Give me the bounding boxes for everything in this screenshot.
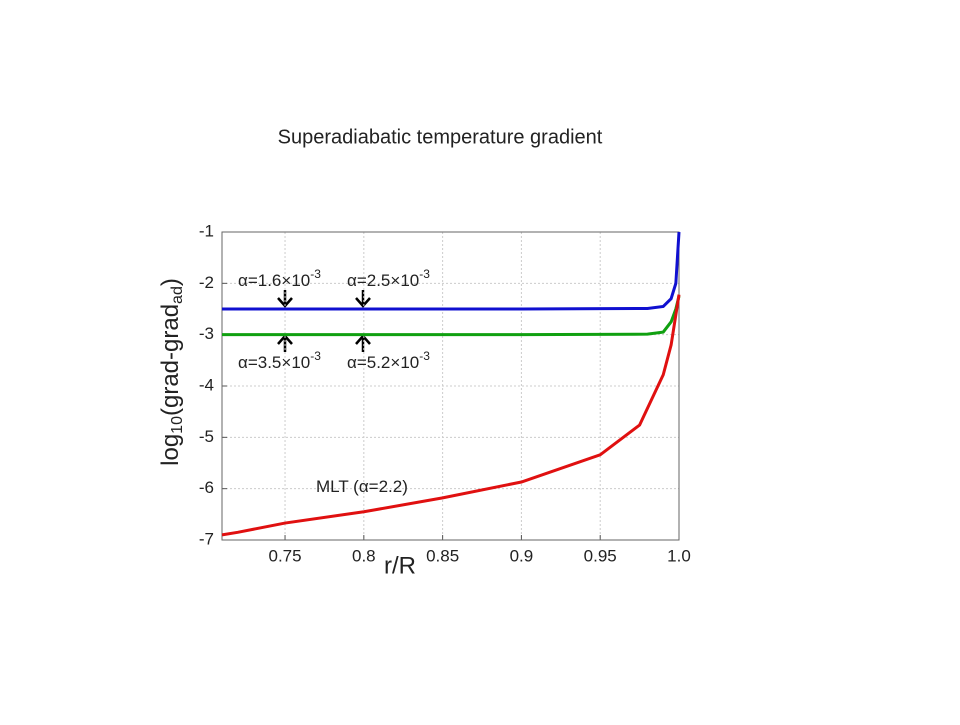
- line-series: [221, 294, 681, 537]
- y-tick-label: -3: [199, 324, 214, 343]
- y-label-sub: 10: [169, 416, 186, 434]
- annotation-sup: -3: [310, 349, 321, 363]
- y-tick-label: -5: [199, 427, 214, 446]
- y-tick-label: -6: [199, 478, 214, 497]
- annotation-text: MLT (α=2.2): [316, 477, 408, 496]
- annotation-text: α=1.6×10: [238, 271, 310, 290]
- y-tick-label: -4: [199, 375, 214, 394]
- annotation-sup: -3: [310, 267, 321, 281]
- annotation: α=3.5×10-3: [238, 349, 321, 372]
- plot-frame: [221, 231, 680, 541]
- annotation-text: α=3.5×10: [238, 353, 310, 372]
- chart-title: Superadiabatic temperature gradient: [278, 126, 603, 148]
- x-tick-label: 0.8: [352, 546, 376, 565]
- annotation-text: α=5.2×10: [347, 353, 419, 372]
- x-tick-label: 0.75: [268, 546, 301, 565]
- y-label-part: ): [157, 278, 184, 286]
- y-label-part: log: [157, 434, 184, 466]
- x-axis-label: r/R: [384, 552, 416, 579]
- y-label-part: (grad-grad: [157, 304, 184, 416]
- y-tick-label: -7: [199, 529, 214, 548]
- annotation-text: α=2.5×10: [347, 271, 419, 290]
- line-series: [222, 295, 681, 337]
- x-tick-label: 0.95: [584, 546, 617, 565]
- annotation: α=2.5×10-3: [347, 267, 430, 290]
- annotation-sup: -3: [419, 349, 430, 363]
- annotation: MLT (α=2.2): [316, 477, 408, 496]
- arrows: [277, 290, 371, 352]
- y-tick-label: -2: [199, 273, 214, 292]
- x-tick-label: 0.9: [510, 546, 534, 565]
- y-label-sub: ad: [169, 286, 186, 304]
- arrow: [355, 334, 371, 352]
- y-tick-label: -1: [199, 221, 214, 240]
- y-axis-label: log10(grad-gradad): [157, 278, 186, 466]
- annotation: α=5.2×10-3: [347, 349, 430, 372]
- annotation: α=1.6×10-3: [238, 267, 321, 290]
- x-tick-label: 1.0: [667, 546, 691, 565]
- x-tick-label: 0.85: [426, 546, 459, 565]
- line-series: [222, 231, 681, 311]
- annotation-sup: -3: [419, 267, 430, 281]
- arrow: [355, 290, 371, 308]
